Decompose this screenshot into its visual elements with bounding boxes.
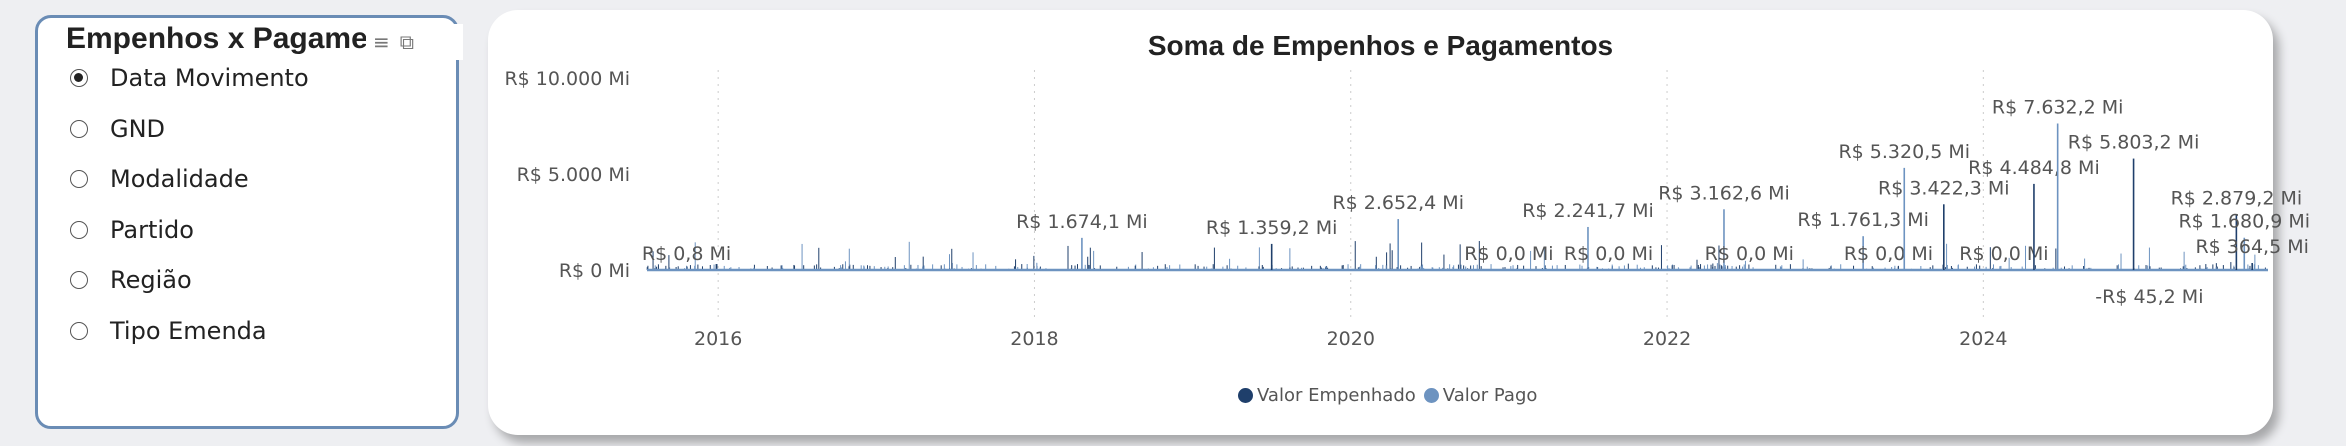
data-label: R$ 2.241,7 Mi xyxy=(1522,200,1654,222)
slicer-option-label: Data Movimento xyxy=(110,64,309,92)
data-label: R$ 3.422,3 Mi xyxy=(1878,177,2010,199)
data-label: R$ 0,0 Mi xyxy=(1844,243,1933,265)
slicer-option-tipo-emenda[interactable]: Tipo Emenda xyxy=(70,317,267,345)
visual-header: ≡ ⧉ xyxy=(373,24,463,60)
slicer-panel: Empenhos x Pagamentos ≡ ⧉ Data Movimento… xyxy=(35,15,463,429)
data-label: R$ 2.879,2 Mi xyxy=(2171,188,2303,210)
filter-icon[interactable]: ≡ xyxy=(373,30,390,54)
legend-swatch-pago xyxy=(1423,388,1439,403)
slicer-option-gnd[interactable]: GND xyxy=(70,115,165,143)
radio-button[interactable] xyxy=(70,170,88,188)
x-tick-label: 2024 xyxy=(1959,328,2007,350)
data-label: R$ 4.484,8 Mi xyxy=(1968,157,2100,179)
slicer-option-label: GND xyxy=(110,114,166,143)
slicer-title: Empenhos x Pagamentos xyxy=(66,22,366,55)
slicer-option-região[interactable]: Região xyxy=(70,266,192,294)
data-label: R$ 0,0 Mi xyxy=(1959,243,2048,265)
data-label: R$ 0,8 Mi xyxy=(642,243,731,265)
legend-label-empenhado[interactable]: Valor Empenhado xyxy=(1257,385,1416,406)
slicer-option-label: Partido xyxy=(110,215,194,244)
slicer-option-modalidade[interactable]: Modalidade xyxy=(70,165,249,193)
legend-swatch-empenhado xyxy=(1238,388,1253,403)
x-tick-label: 2020 xyxy=(1327,328,1375,350)
focus-mode-icon[interactable]: ⧉ xyxy=(399,30,415,54)
data-label: R$ 5.320,5 Mi xyxy=(1838,141,1970,163)
x-tick-label: 2018 xyxy=(1010,328,1058,350)
data-label: -R$ 45,2 Mi xyxy=(2095,286,2203,308)
data-label: R$ 3.162,6 Mi xyxy=(1658,182,1790,204)
legend-label-pago[interactable]: Valor Pago xyxy=(1442,385,1538,406)
radio-button[interactable] xyxy=(70,321,88,340)
slicer-option-partido[interactable]: Partido xyxy=(70,216,194,244)
data-label: R$ 0,0 Mi xyxy=(1464,243,1553,265)
data-label: R$ 1.680,9 Mi xyxy=(2178,211,2310,233)
data-label: R$ 0,0 Mi xyxy=(1564,243,1653,265)
data-label: R$ 364,5 Mi xyxy=(2195,236,2308,258)
y-tick-label: R$ 10.000 Mi xyxy=(504,68,630,90)
slicer-option-data-movimento[interactable]: Data Movimento xyxy=(70,64,309,92)
radio-button[interactable] xyxy=(70,119,88,138)
x-tick-label: 2016 xyxy=(694,328,742,350)
slicer-option-label: Modalidade xyxy=(110,165,249,193)
chart-title: Soma de Empenhos e Pagamentos xyxy=(1147,30,1614,61)
radio-button[interactable] xyxy=(70,271,88,289)
radio-button[interactable] xyxy=(70,69,88,87)
data-label: R$ 2.652,4 Mi xyxy=(1332,192,1464,214)
slicer-option-label: Região xyxy=(110,266,192,294)
radio-button[interactable] xyxy=(70,220,88,239)
slicer-option-label: Tipo Emenda xyxy=(110,316,267,345)
data-label: R$ 5.803,2 Mi xyxy=(2068,132,2200,154)
data-label: R$ 1.674,1 Mi xyxy=(1016,211,1148,233)
data-label: R$ 1.359,2 Mi xyxy=(1206,217,1338,239)
data-label: R$ 7.632,2 Mi xyxy=(1992,96,2124,118)
x-tick-label: 2022 xyxy=(1643,328,1691,350)
data-label: R$ 1.761,3 Mi xyxy=(1797,209,1929,231)
data-label: R$ 0,0 Mi xyxy=(1705,243,1794,265)
y-tick-label: R$ 5.000 Mi xyxy=(517,164,630,186)
chart-legend: Valor Empenhado Valor Pago xyxy=(1238,385,1537,406)
chart-card: Soma de Empenhos e Pagamentos Valor Empe… xyxy=(488,10,2273,435)
y-tick-label: R$ 0 Mi xyxy=(559,260,630,282)
